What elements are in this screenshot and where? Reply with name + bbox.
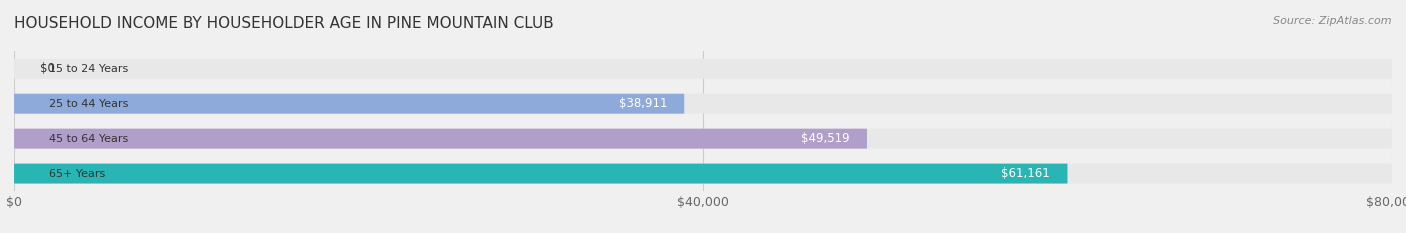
Text: 15 to 24 Years: 15 to 24 Years xyxy=(48,64,128,74)
Text: $38,911: $38,911 xyxy=(619,97,666,110)
Text: Source: ZipAtlas.com: Source: ZipAtlas.com xyxy=(1274,16,1392,26)
FancyBboxPatch shape xyxy=(14,164,1392,184)
FancyBboxPatch shape xyxy=(14,59,1392,79)
FancyBboxPatch shape xyxy=(14,94,1392,114)
FancyBboxPatch shape xyxy=(14,129,868,149)
Text: HOUSEHOLD INCOME BY HOUSEHOLDER AGE IN PINE MOUNTAIN CLUB: HOUSEHOLD INCOME BY HOUSEHOLDER AGE IN P… xyxy=(14,16,554,31)
Text: 25 to 44 Years: 25 to 44 Years xyxy=(48,99,128,109)
Text: 45 to 64 Years: 45 to 64 Years xyxy=(48,134,128,144)
Text: $49,519: $49,519 xyxy=(801,132,849,145)
Text: 65+ Years: 65+ Years xyxy=(48,169,105,178)
FancyBboxPatch shape xyxy=(14,164,1067,184)
FancyBboxPatch shape xyxy=(14,94,685,114)
Text: $61,161: $61,161 xyxy=(1001,167,1050,180)
FancyBboxPatch shape xyxy=(14,129,1392,149)
Text: $0: $0 xyxy=(39,62,55,75)
